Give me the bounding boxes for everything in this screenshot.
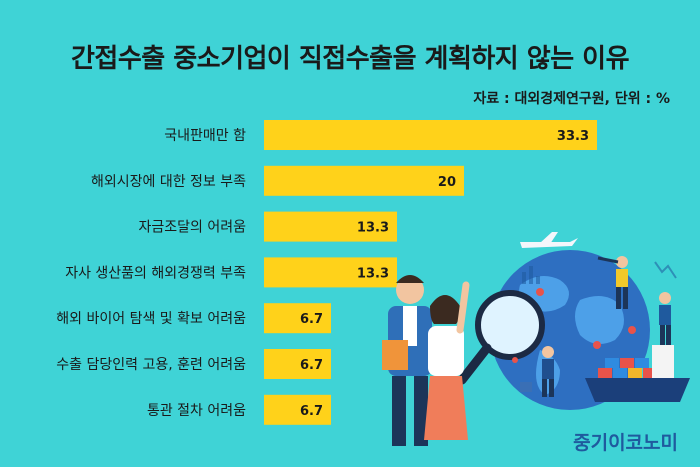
businessman-figure <box>382 275 432 446</box>
cargo-ship-icon <box>585 345 690 402</box>
bar <box>264 349 331 379</box>
traveler-figure <box>520 346 554 397</box>
data-label: 6.7 <box>300 312 323 327</box>
airplane-icon <box>520 232 578 248</box>
climber-figure <box>659 292 671 345</box>
location-pin-icons <box>512 288 636 363</box>
data-label: 13.3 <box>357 221 389 236</box>
category-label: 수출 담당인력 고용, 훈련 어려움 <box>56 357 246 373</box>
businesswoman-figure <box>424 281 470 440</box>
data-label: 20 <box>438 175 456 190</box>
trend-line-icon <box>654 261 677 279</box>
category-label: 해외시장에 대한 정보 부족 <box>91 174 246 190</box>
data-label: 33.3 <box>557 129 589 144</box>
category-label: 통관 절차 어려움 <box>147 403 246 419</box>
data-label: 6.7 <box>300 404 323 419</box>
bar <box>264 211 397 242</box>
data-label: 6.7 <box>300 358 323 373</box>
category-label: 자금조달의 어려움 <box>139 220 247 236</box>
bar <box>264 165 464 196</box>
data-label: 13.3 <box>357 266 389 281</box>
magnifier-icon <box>457 290 545 385</box>
bar <box>264 303 331 334</box>
bar <box>264 394 331 425</box>
lookout-figure <box>597 256 628 309</box>
chart-title: 간접수출 중소기업이 직접수출을 계획하지 않는 이유 <box>71 44 630 74</box>
bar <box>264 257 397 288</box>
source-note: 자료 : 대외경제연구원, 단위 : % <box>473 91 670 107</box>
bar <box>264 120 597 150</box>
mini-bar-chart-icon <box>522 266 540 284</box>
category-label: 자사 생산품의 해외경쟁력 부족 <box>65 265 246 281</box>
category-label: 해외 바이어 탐색 및 확보 어려움 <box>56 311 246 327</box>
brand-logo: 중기이코노미 <box>573 432 678 454</box>
category-label: 국내판매만 함 <box>164 128 246 144</box>
